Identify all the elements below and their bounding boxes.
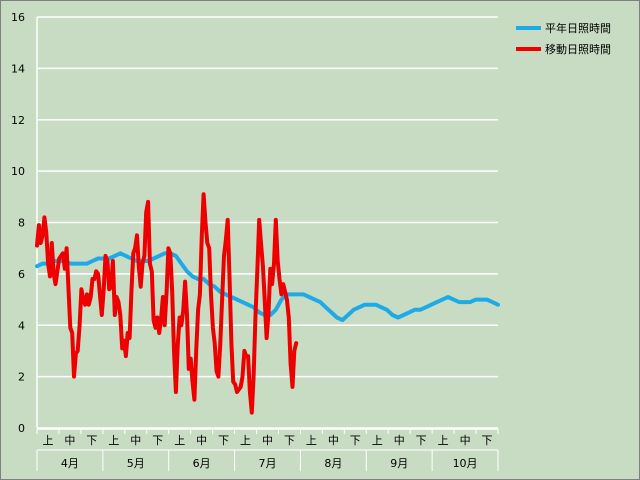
x-period-label-8月-上: 上 [306, 434, 317, 447]
x-period-label-9月-上: 上 [372, 434, 383, 447]
x-month-label-5月: 5月 [127, 457, 145, 470]
y-tick-label-10: 10 [11, 165, 25, 178]
x-period-label-6月-中: 中 [196, 434, 207, 447]
x-month-label-10月: 10月 [453, 457, 478, 470]
y-tick-label-8: 8 [18, 217, 25, 230]
x-month-label-9月: 9月 [390, 457, 408, 470]
y-tick-label-0: 0 [18, 422, 25, 435]
y-tick-label-6: 6 [18, 268, 25, 281]
series-line-1 [35, 192, 299, 415]
y-tick-label-4: 4 [18, 319, 25, 332]
x-month-label-7月: 7月 [259, 457, 277, 470]
x-month-label-4月: 4月 [61, 457, 79, 470]
y-tick-label-2: 2 [18, 371, 25, 384]
x-period-label-5月-下: 下 [152, 434, 163, 447]
x-period-label-6月-上: 上 [174, 434, 185, 447]
y-tick-label-16: 16 [11, 11, 25, 24]
x-period-label-8月-下: 下 [350, 434, 361, 447]
x-period-label-10月-上: 上 [438, 434, 449, 447]
legend: 平年日照時間 移動日照時間 [516, 21, 611, 56]
x-period-label-4月-上: 上 [42, 434, 53, 447]
y-tick-label-14: 14 [11, 62, 25, 75]
y-axis: 0 2 4 6 8 10 12 14 16 [11, 11, 25, 435]
legend-label-moving: 移動日照時間 [545, 42, 611, 56]
y-tick-label-12: 12 [11, 114, 25, 127]
x-period-label-7月-下: 下 [284, 434, 295, 447]
x-axis: 上中下4月上中下5月上中下6月上中下7月上中下8月上中下9月上中下10月 [36, 428, 499, 471]
x-period-label-9月-中: 中 [394, 434, 405, 447]
x-period-label-10月-下: 下 [482, 434, 493, 447]
x-period-label-6月-下: 下 [218, 434, 229, 447]
series-layer [35, 192, 500, 415]
x-period-label-7月-上: 上 [240, 434, 251, 447]
x-period-label-7月-中: 中 [262, 434, 273, 447]
legend-label-normal: 平年日照時間 [545, 21, 611, 35]
x-period-label-4月-中: 中 [64, 434, 75, 447]
x-month-label-8月: 8月 [324, 457, 342, 470]
x-period-label-5月-上: 上 [108, 434, 119, 447]
x-period-label-4月-下: 下 [86, 434, 97, 447]
x-period-label-10月-中: 中 [460, 434, 471, 447]
x-period-label-9月-下: 下 [416, 434, 427, 447]
x-month-label-6月: 6月 [193, 457, 211, 470]
x-period-label-5月-中: 中 [130, 434, 141, 447]
x-period-label-8月-中: 中 [328, 434, 339, 447]
